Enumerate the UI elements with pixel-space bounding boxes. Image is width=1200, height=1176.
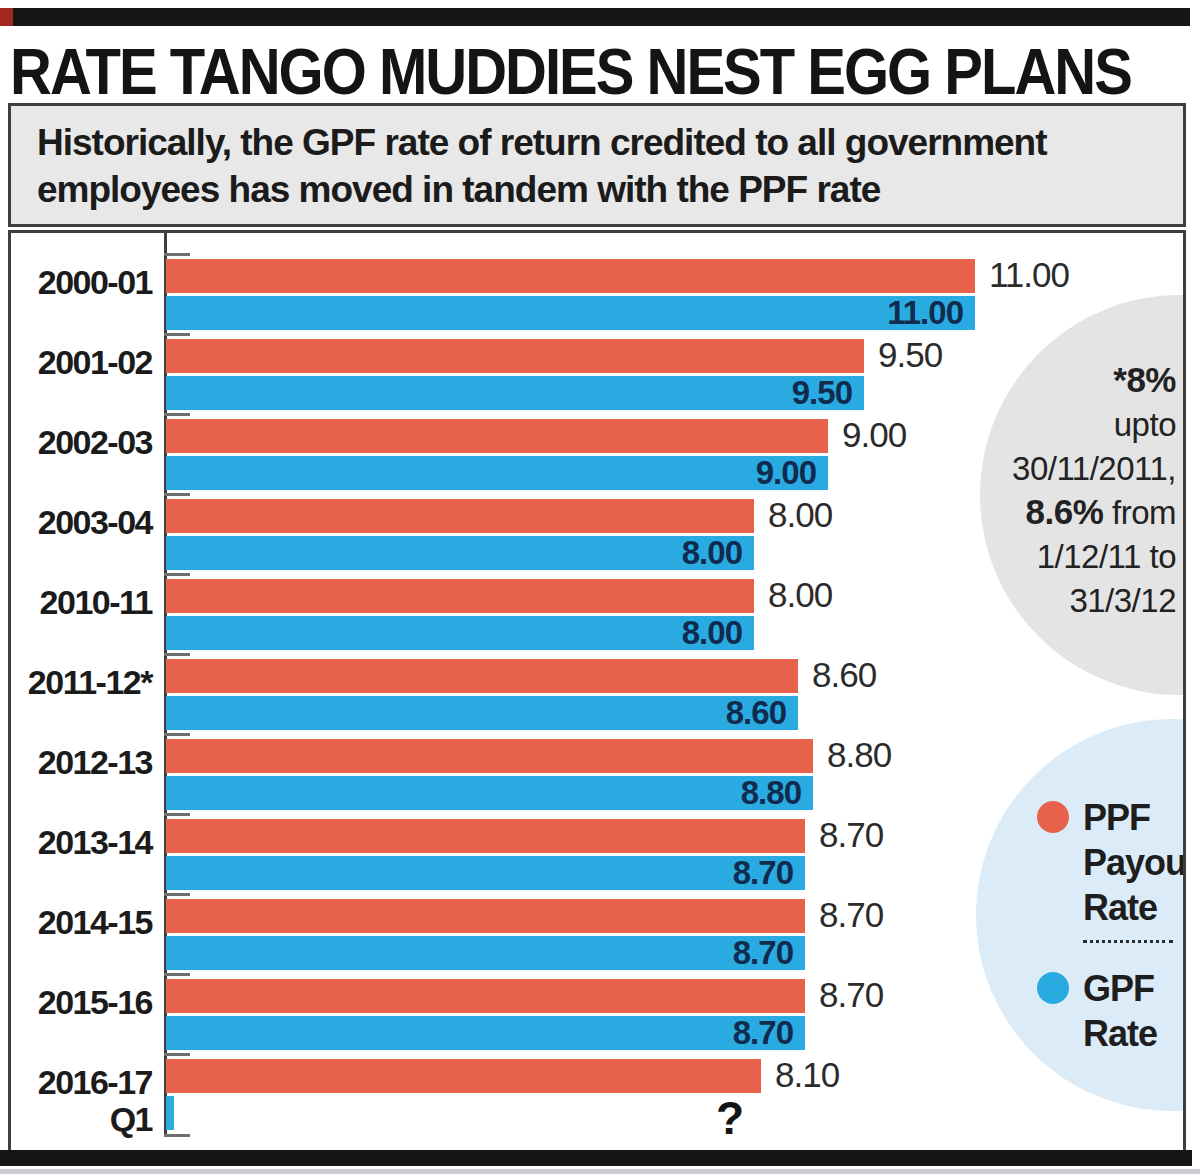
category-label: 2016-17 Q1 <box>11 1064 152 1138</box>
footnote-text: *8% upto 30/11/2011, 8.6% from 1/12/11 t… <box>961 358 1176 622</box>
category-label: 2013-14 <box>11 824 152 861</box>
legend-dot-ppf <box>1037 801 1069 833</box>
gpf-value-label: 8.00 <box>166 535 742 569</box>
legend-dot-gpf <box>1037 972 1069 1004</box>
axis-tick <box>164 253 190 256</box>
top-black-rule <box>13 8 1190 26</box>
bar-group-2012-13: 2012-13 8.80 8.80 <box>11 734 1183 814</box>
ppf-bar <box>166 339 864 373</box>
bar-group-2011-12: 2011-12* 8.60 8.60 <box>11 654 1183 734</box>
category-label: 2014-15 <box>11 904 152 941</box>
ppf-value-label: 9.00 <box>842 416 906 454</box>
axis-tick <box>164 653 190 656</box>
footnote-line: 31/3/12 <box>961 578 1176 622</box>
category-label: 2003-04 <box>11 504 152 541</box>
legend-label-gpf: GPF Rate <box>1083 966 1186 1056</box>
ppf-value-label: 8.80 <box>827 736 891 774</box>
gpf-value-label: 8.60 <box>166 695 786 729</box>
ppf-bar <box>166 1059 761 1093</box>
gpf-value-label: 9.00 <box>166 455 816 489</box>
page-title: RATE TANGO MUDDIES NEST EGG PLANS <box>10 34 1195 109</box>
gpf-value-label: 8.70 <box>166 935 793 969</box>
legend-divider <box>1083 940 1173 943</box>
footnote-line: upto <box>961 402 1176 446</box>
bar-group-2014-15: 2014-15 8.70 8.70 <box>11 894 1183 974</box>
ppf-bar <box>166 739 813 773</box>
legend-label-ppf: PPF Payout Rate <box>1083 795 1186 930</box>
ppf-bar <box>166 499 754 533</box>
axis-tick <box>164 573 190 576</box>
gpf-value-label: 8.80 <box>166 775 801 809</box>
ppf-value-label: 11.00 <box>989 256 1069 294</box>
gpf-value-label-unknown: ? <box>716 1094 743 1128</box>
category-label: 2010-11 <box>11 584 152 621</box>
ppf-value-label: 8.00 <box>768 496 832 534</box>
ppf-value-label: 9.50 <box>878 336 942 374</box>
axis-tick <box>164 813 190 816</box>
ppf-value-label: 8.70 <box>819 896 883 934</box>
category-label: 2000-01 <box>11 264 152 301</box>
axis-tick <box>164 333 190 336</box>
gpf-value-label: 11.00 <box>166 295 963 329</box>
ppf-value-label: 8.70 <box>819 976 883 1014</box>
subtitle-text: Historically, the GPF rate of return cre… <box>37 119 1157 213</box>
category-label: 2011-12* <box>11 664 152 701</box>
footnote-line: *8% <box>961 358 1176 402</box>
infographic-clipping: RATE TANGO MUDDIES NEST EGG PLANS Histor… <box>0 0 1200 1176</box>
axis-tick <box>164 893 190 896</box>
footnote-line: 8.6% from <box>961 490 1176 534</box>
axis-tick <box>164 493 190 496</box>
category-label: 2012-13 <box>11 744 152 781</box>
gpf-bar <box>166 1096 174 1130</box>
bottom-black-rule <box>0 1150 1192 1166</box>
top-rule <box>0 8 1190 26</box>
ppf-value-label: 8.70 <box>819 816 883 854</box>
axis-tick <box>164 973 190 976</box>
gpf-value-label: 8.70 <box>166 1015 793 1049</box>
axis-tick <box>164 413 190 416</box>
ppf-bar <box>166 259 975 293</box>
axis-tick <box>164 733 190 736</box>
category-label: 2015-16 <box>11 984 152 1021</box>
gpf-value-label: 8.70 <box>166 855 793 889</box>
bar-chart: 2000-01 11.00 11.00 2001-02 9.50 9.50 20… <box>8 230 1186 1150</box>
ppf-value-label: 8.60 <box>812 656 876 694</box>
bar-group-2013-14: 2013-14 8.70 8.70 <box>11 814 1183 894</box>
ppf-bar <box>166 899 805 933</box>
ppf-bar <box>166 579 754 613</box>
bar-group-2000-01: 2000-01 11.00 11.00 <box>11 254 1183 334</box>
subtitle-box: Historically, the GPF rate of return cre… <box>8 103 1186 227</box>
axis-tick <box>164 1053 190 1056</box>
axis-tick-bottom <box>164 1134 190 1137</box>
ppf-value-label: 8.10 <box>775 1056 839 1094</box>
gpf-value-label: 9.50 <box>166 375 852 409</box>
ppf-bar <box>166 979 805 1013</box>
bar-group-2015-16: 2015-16 8.70 8.70 <box>11 974 1183 1054</box>
footnote-line: 1/12/11 to <box>961 534 1176 578</box>
footnote-line: 30/11/2011, <box>961 446 1176 490</box>
ppf-bar <box>166 659 798 693</box>
bar-group-2016-17-q1: 2016-17 Q1 8.10 ? <box>11 1054 1183 1134</box>
category-label: 2001-02 <box>11 344 152 381</box>
red-accent-chip <box>0 8 13 26</box>
gpf-value-label: 8.00 <box>166 615 742 649</box>
bottom-gray-rule <box>0 1169 1200 1174</box>
ppf-bar <box>166 419 828 453</box>
ppf-bar <box>166 819 805 853</box>
category-label: 2002-03 <box>11 424 152 461</box>
ppf-value-label: 8.00 <box>768 576 832 614</box>
